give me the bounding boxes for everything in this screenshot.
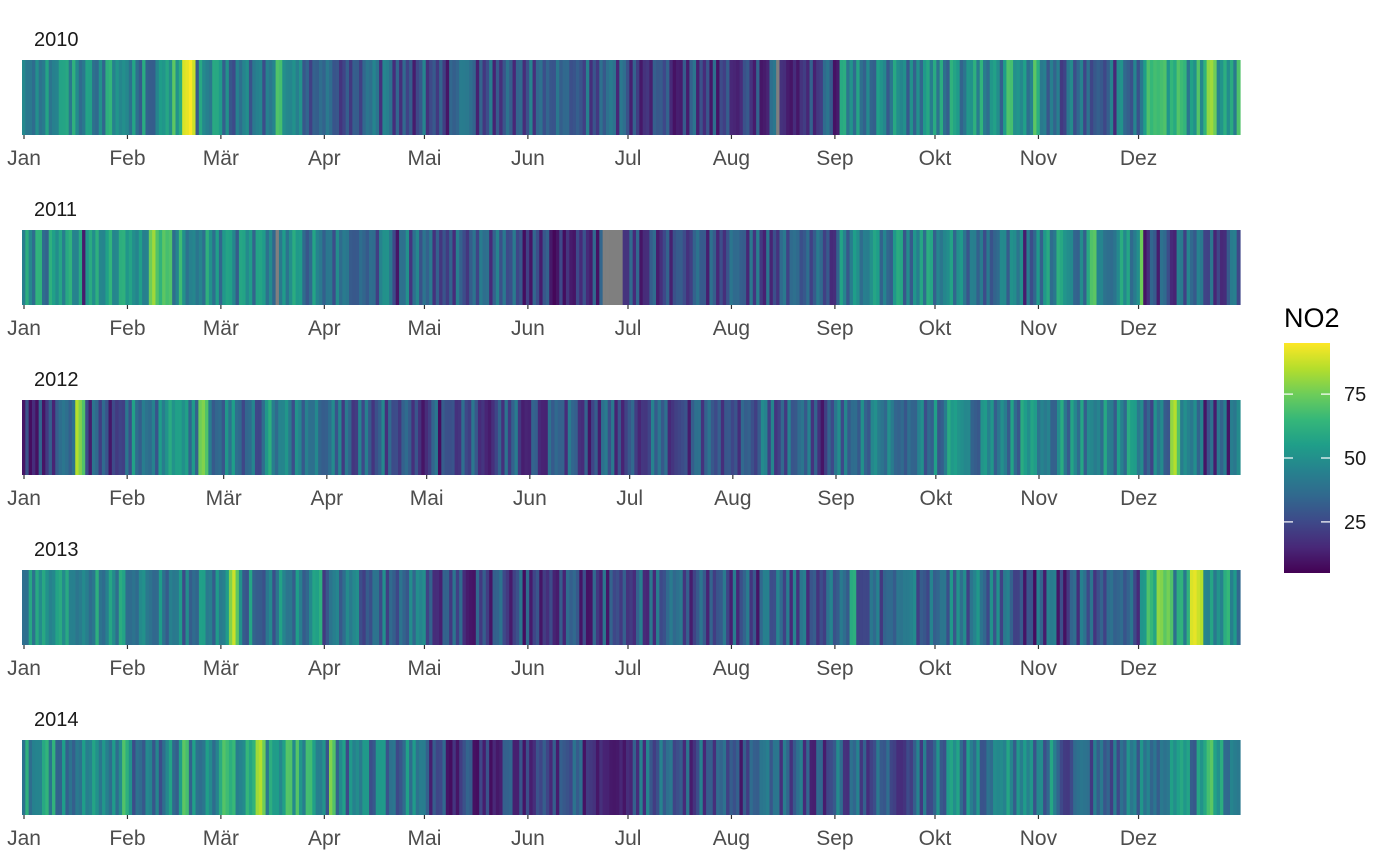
- panel-title: 2012: [34, 369, 79, 391]
- month-label: Sep: [816, 147, 853, 170]
- month-label: Jun: [513, 487, 547, 510]
- month-label: Dez: [1120, 487, 1157, 510]
- month-label: Jan: [7, 317, 41, 340]
- panel-title: 2011: [34, 199, 77, 221]
- month-label: Dez: [1120, 657, 1157, 680]
- day-strip: [22, 60, 1241, 135]
- month-label: Sep: [816, 317, 853, 340]
- colorbar-tick-label: 75: [1344, 384, 1366, 406]
- month-label: Mär: [203, 657, 239, 680]
- month-label: Jan: [7, 147, 41, 170]
- month-label: Okt: [919, 657, 952, 680]
- month-label: Aug: [714, 487, 751, 510]
- month-label: Mai: [408, 147, 442, 170]
- month-label: Mär: [206, 487, 242, 510]
- month-label: Jun: [511, 827, 545, 850]
- month-label: Feb: [109, 487, 145, 510]
- month-label: Jun: [511, 657, 545, 680]
- month-label: Feb: [109, 827, 145, 850]
- panel-title: 2013: [34, 539, 79, 561]
- day-strip: [22, 570, 1241, 645]
- month-label: Mär: [203, 147, 239, 170]
- day-cell: [1237, 400, 1241, 475]
- month-label: Okt: [919, 147, 952, 170]
- year-panels: 2010 Jan Feb Mär Apr Mai Jun Jul Aug Sep Okt Nov Dez…: [7, 29, 1241, 850]
- month-label: Jan: [7, 487, 41, 510]
- day-strip: [22, 400, 1241, 475]
- month-label: Apr: [308, 657, 341, 680]
- colorbar-tick-label: 25: [1344, 512, 1366, 534]
- month-label: Aug: [713, 827, 750, 850]
- month-label: Jan: [7, 657, 41, 680]
- month-label: Jul: [615, 317, 642, 340]
- month-label: Jan: [7, 827, 41, 850]
- month-label: Okt: [920, 487, 953, 510]
- month-label: Nov: [1020, 827, 1058, 850]
- month-label: Mär: [203, 317, 239, 340]
- panel-title: 2014: [34, 709, 79, 731]
- day-cell: [1237, 570, 1241, 645]
- day-cell: [1237, 230, 1241, 305]
- month-label: Jun: [511, 317, 545, 340]
- month-label: Jun: [511, 147, 545, 170]
- month-label: Okt: [919, 317, 952, 340]
- month-label: Dez: [1120, 317, 1157, 340]
- day-strip: [22, 740, 1241, 815]
- month-label: Nov: [1020, 487, 1058, 510]
- month-label: Mai: [410, 487, 444, 510]
- month-label: Feb: [109, 317, 145, 340]
- month-label: Apr: [308, 827, 341, 850]
- month-label: Aug: [713, 317, 750, 340]
- month-label: Mai: [408, 317, 442, 340]
- month-label: Jul: [615, 147, 642, 170]
- day-strip: [22, 230, 1241, 305]
- month-label: Aug: [713, 147, 750, 170]
- day-cell: [1237, 60, 1241, 135]
- month-label: Okt: [919, 827, 952, 850]
- year-panel-2011: 2011 Jan Feb Mär Apr Mai Jun Jul Aug Sep Okt Nov Dez: [7, 199, 1241, 340]
- month-label: Dez: [1120, 147, 1157, 170]
- month-label: Sep: [816, 657, 853, 680]
- month-label: Sep: [816, 827, 853, 850]
- month-label: Mai: [408, 657, 442, 680]
- year-panel-2013: 2013 Jan Feb Mär Apr Mai Jun Jul Aug Sep Okt Nov Dez: [7, 539, 1241, 680]
- month-label: Feb: [109, 657, 145, 680]
- month-label: Jul: [615, 657, 642, 680]
- panel-title: 2010: [34, 29, 79, 51]
- day-cell: [1237, 740, 1241, 815]
- month-label: Jul: [616, 487, 643, 510]
- month-label: Nov: [1020, 657, 1058, 680]
- month-label: Feb: [109, 147, 145, 170]
- month-label: Nov: [1020, 147, 1058, 170]
- month-label: Sep: [817, 487, 854, 510]
- month-label: Apr: [310, 487, 343, 510]
- month-label: Aug: [713, 657, 750, 680]
- month-label: Mär: [203, 827, 239, 850]
- month-label: Mai: [408, 827, 442, 850]
- colorbar-legend: NO2 25 50 75: [1284, 303, 1366, 573]
- month-label: Apr: [308, 147, 341, 170]
- year-panel-2012: 2012 Jan Feb Mär Apr Mai Jun Jul Aug Sep Okt Nov Dez: [7, 369, 1241, 510]
- month-label: Dez: [1120, 827, 1157, 850]
- colorbar-tick-label: 50: [1344, 448, 1366, 470]
- year-panel-2010: 2010 Jan Feb Mär Apr Mai Jun Jul Aug Sep Okt Nov Dez: [7, 29, 1241, 170]
- month-label: Apr: [308, 317, 341, 340]
- year-panel-2014: 2014 Jan Feb Mär Apr Mai Jun Jul Aug Sep Okt Nov Dez: [7, 709, 1241, 850]
- legend-title: NO2: [1284, 303, 1340, 333]
- month-label: Nov: [1020, 317, 1058, 340]
- month-label: Jul: [615, 827, 642, 850]
